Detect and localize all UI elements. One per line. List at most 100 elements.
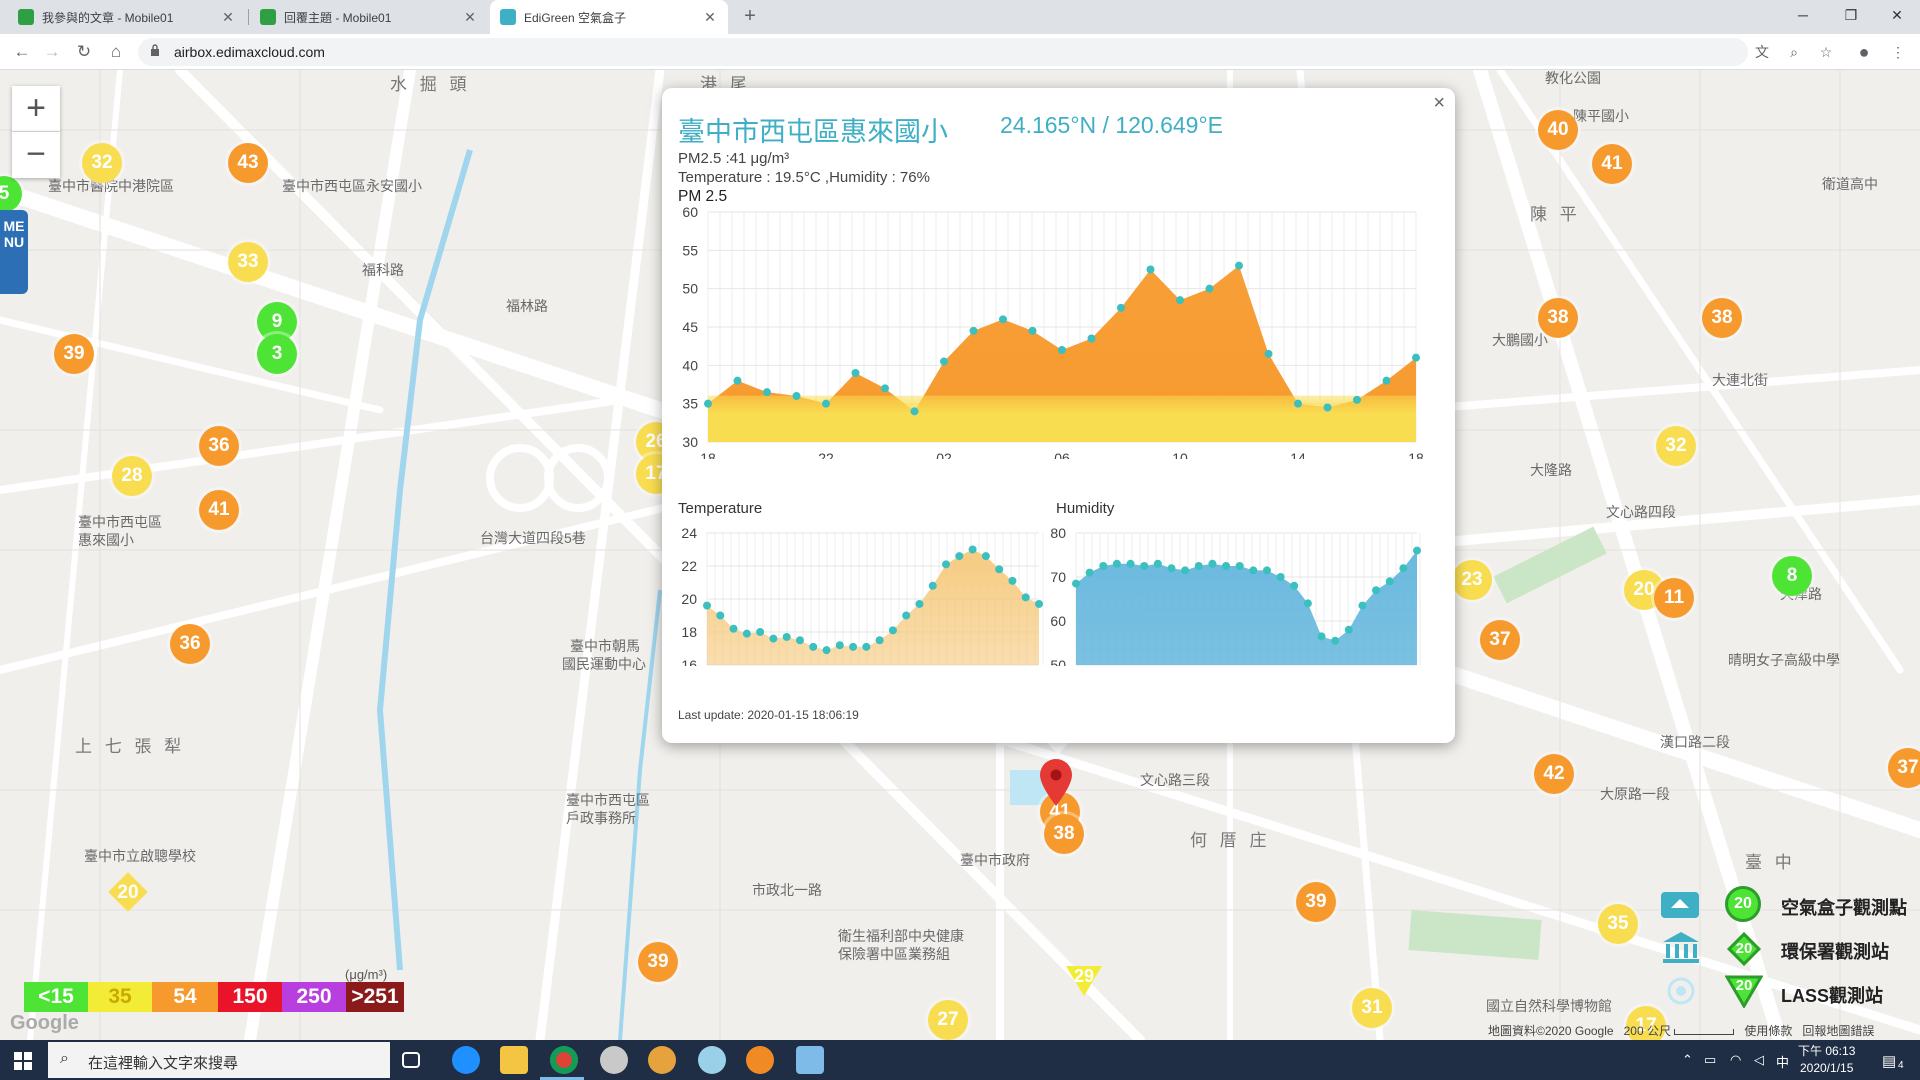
data-point[interactable] bbox=[1099, 562, 1108, 570]
data-point[interactable] bbox=[915, 599, 924, 608]
airbox-marker[interactable]: 38 bbox=[1702, 298, 1742, 338]
battery-icon[interactable]: ▭ bbox=[1704, 1052, 1717, 1067]
browser-tab-3-active[interactable]: EdiGreen 空氣盒子 ✕ bbox=[490, 0, 728, 34]
new-tab-button[interactable]: + bbox=[744, 5, 756, 27]
data-point[interactable] bbox=[955, 552, 964, 561]
airbox-marker[interactable]: 36 bbox=[170, 624, 210, 664]
ime-indicator[interactable]: 中 bbox=[1776, 1055, 1790, 1070]
data-point[interactable] bbox=[809, 642, 818, 651]
tab-close-icon[interactable]: ✕ bbox=[222, 8, 234, 25]
task-view-icon[interactable] bbox=[402, 1052, 420, 1068]
data-point[interactable] bbox=[862, 642, 871, 651]
close-window-icon[interactable]: ✕ bbox=[1891, 7, 1903, 23]
terms-link[interactable]: 使用條款 bbox=[1744, 1024, 1793, 1038]
airbox-marker[interactable]: 39 bbox=[638, 942, 678, 982]
legend-airbox-row[interactable]: 20 空氣盒子觀測點 bbox=[1655, 886, 1920, 926]
airbox-marker[interactable]: 42 bbox=[1534, 754, 1574, 794]
airbox-marker[interactable]: 28 bbox=[112, 456, 152, 496]
airbox-marker[interactable]: 17 bbox=[1626, 1006, 1666, 1040]
data-point[interactable] bbox=[1249, 566, 1258, 575]
data-point[interactable] bbox=[1035, 599, 1043, 608]
data-point[interactable] bbox=[1085, 568, 1094, 577]
data-point[interactable] bbox=[1303, 599, 1312, 608]
data-point[interactable] bbox=[902, 611, 911, 620]
airbox-marker[interactable]: 38 bbox=[1044, 814, 1084, 854]
data-point[interactable] bbox=[1294, 399, 1302, 408]
data-point[interactable] bbox=[704, 399, 712, 408]
airbox-marker[interactable]: 27 bbox=[928, 1000, 968, 1040]
data-point[interactable] bbox=[1264, 349, 1273, 358]
windows-start-icon[interactable] bbox=[14, 1052, 32, 1070]
back-arrow-icon[interactable]: ← bbox=[13, 42, 31, 61]
data-point[interactable] bbox=[782, 632, 791, 641]
data-point[interactable] bbox=[1058, 346, 1066, 354]
system-clock[interactable]: 下午 06:13 2020/1/15 bbox=[1798, 1043, 1855, 1077]
data-point[interactable] bbox=[1358, 601, 1367, 610]
data-point[interactable] bbox=[849, 642, 858, 651]
data-point[interactable] bbox=[1126, 559, 1135, 568]
data-point[interactable] bbox=[769, 634, 778, 643]
volume-icon[interactable]: ◁ bbox=[1754, 1052, 1764, 1067]
tray-expand-icon[interactable]: ⌃ bbox=[1682, 1052, 1693, 1067]
airbox-marker[interactable]: 41 bbox=[199, 490, 239, 530]
app-icon[interactable] bbox=[796, 1046, 824, 1074]
airbox-marker[interactable]: 41 bbox=[1592, 144, 1632, 184]
data-point[interactable] bbox=[703, 601, 711, 610]
data-point[interactable] bbox=[851, 369, 860, 377]
data-point[interactable] bbox=[729, 624, 738, 633]
data-point[interactable] bbox=[928, 581, 937, 590]
wifi-icon[interactable]: ◠ bbox=[1730, 1052, 1742, 1067]
data-point[interactable] bbox=[1331, 636, 1340, 645]
data-point[interactable] bbox=[795, 636, 804, 645]
data-point[interactable] bbox=[1323, 403, 1332, 412]
data-point[interactable] bbox=[756, 628, 765, 636]
airbox-marker[interactable]: 3 bbox=[257, 334, 297, 374]
minimize-icon[interactable]: ─ bbox=[1798, 7, 1808, 23]
data-point[interactable] bbox=[1167, 564, 1176, 573]
browser-tab-1[interactable]: 我參與的文章 - Mobile01 ✕ bbox=[8, 0, 246, 34]
data-point[interactable] bbox=[1008, 576, 1017, 585]
zoom-icon[interactable]: ⌕ bbox=[1790, 44, 1798, 60]
airbox-marker[interactable]: 38 bbox=[1538, 298, 1578, 338]
lass-station-marker[interactable]: 29 bbox=[1064, 960, 1104, 1000]
data-point[interactable] bbox=[999, 315, 1007, 324]
profile-avatar-icon[interactable]: ● bbox=[1858, 42, 1870, 62]
data-point[interactable] bbox=[1205, 284, 1214, 293]
file-explorer-icon[interactable] bbox=[500, 1046, 528, 1074]
data-point[interactable] bbox=[888, 626, 897, 635]
data-point[interactable] bbox=[1276, 573, 1285, 581]
popup-close-button[interactable]: × bbox=[1433, 92, 1445, 114]
airbox-marker[interactable]: 39 bbox=[54, 334, 94, 374]
notification-center-icon[interactable]: ▤ bbox=[1882, 1053, 1897, 1070]
data-point[interactable] bbox=[981, 552, 990, 561]
data-point[interactable] bbox=[763, 388, 771, 397]
data-point[interactable] bbox=[881, 384, 889, 393]
data-point[interactable] bbox=[1208, 559, 1217, 568]
app-icon[interactable] bbox=[648, 1046, 676, 1074]
data-point[interactable] bbox=[942, 560, 951, 569]
browser-tab-2[interactable]: 回覆主題 - Mobile01 ✕ bbox=[250, 0, 488, 34]
zoom-in-button[interactable]: + bbox=[12, 86, 60, 132]
data-point[interactable] bbox=[940, 357, 948, 366]
forward-arrow-icon[interactable]: → bbox=[43, 42, 61, 61]
data-point[interactable] bbox=[1222, 562, 1231, 570]
airbox-marker[interactable]: 31 bbox=[1352, 988, 1392, 1028]
address-bar[interactable]: airbox.edimaxcloud.com bbox=[138, 38, 1748, 66]
data-point[interactable] bbox=[835, 641, 844, 650]
airbox-marker[interactable]: 40 bbox=[1538, 110, 1578, 150]
airbox-marker[interactable]: 35 bbox=[1598, 904, 1638, 944]
data-point[interactable] bbox=[1317, 632, 1326, 641]
airbox-marker[interactable]: 11 bbox=[1654, 578, 1694, 618]
airbox-marker[interactable]: 32 bbox=[1656, 426, 1696, 466]
chrome-browser-icon[interactable] bbox=[550, 1046, 578, 1074]
report-map-error-link[interactable]: 回報地圖錯誤 bbox=[1802, 1024, 1875, 1038]
legend-epa-row[interactable]: 20 環保署觀測站 bbox=[1655, 930, 1920, 970]
data-point[interactable] bbox=[1087, 334, 1096, 343]
data-point[interactable] bbox=[1194, 562, 1203, 570]
airbox-marker[interactable]: 5 bbox=[0, 176, 22, 212]
data-point[interactable] bbox=[1235, 562, 1244, 570]
data-point[interactable] bbox=[1262, 566, 1271, 575]
data-point[interactable] bbox=[968, 545, 977, 554]
data-point[interactable] bbox=[969, 326, 978, 335]
data-point[interactable] bbox=[733, 376, 742, 385]
